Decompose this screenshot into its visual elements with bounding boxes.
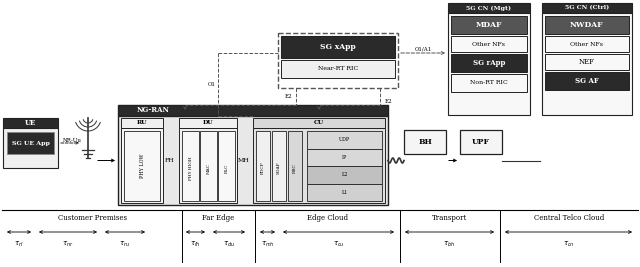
- Text: E2: E2: [284, 94, 292, 99]
- Text: $\tau_{cn}$: $\tau_{cn}$: [563, 239, 574, 249]
- Text: $\tau_{mh}$: $\tau_{mh}$: [260, 239, 275, 249]
- Bar: [272, 131, 286, 201]
- Bar: [3, 128, 58, 168]
- Bar: [118, 116, 388, 205]
- Bar: [182, 131, 199, 201]
- Text: SDAP: SDAP: [277, 162, 281, 174]
- Bar: [253, 118, 385, 128]
- Text: $\tau_{nr}$: $\tau_{nr}$: [62, 239, 74, 249]
- Text: NWDAF: NWDAF: [570, 21, 604, 29]
- Text: Non-RT RIC: Non-RT RIC: [470, 80, 508, 85]
- Text: Near-RT RIC: Near-RT RIC: [318, 66, 358, 72]
- Text: SG UE App: SG UE App: [12, 140, 49, 146]
- Bar: [307, 131, 382, 148]
- Text: 5G CN (Mgt): 5G CN (Mgt): [467, 5, 511, 11]
- Text: PHY HIGH: PHY HIGH: [189, 156, 193, 180]
- Bar: [281, 60, 395, 78]
- Bar: [307, 183, 382, 201]
- Text: CU: CU: [314, 120, 324, 125]
- Text: MAC: MAC: [207, 163, 211, 174]
- Bar: [278, 33, 398, 88]
- Bar: [3, 118, 58, 128]
- Text: $\tau_{fh}$: $\tau_{fh}$: [190, 239, 201, 249]
- Bar: [545, 54, 629, 70]
- Bar: [179, 118, 237, 128]
- Bar: [307, 148, 382, 166]
- Bar: [542, 13, 632, 115]
- Text: L2: L2: [341, 172, 348, 177]
- Text: DU: DU: [203, 120, 213, 125]
- Bar: [179, 128, 237, 203]
- Text: NG-RAN: NG-RAN: [136, 107, 170, 115]
- Text: $\tau_{rl}$: $\tau_{rl}$: [14, 239, 24, 249]
- Bar: [451, 54, 527, 72]
- Text: 5G CN (Ctrl): 5G CN (Ctrl): [565, 5, 609, 11]
- Text: RU: RU: [137, 120, 147, 125]
- Bar: [118, 105, 388, 116]
- Bar: [451, 74, 527, 92]
- Bar: [545, 16, 629, 34]
- Text: BH: BH: [418, 138, 432, 146]
- Text: Far Edge: Far Edge: [202, 214, 235, 222]
- Text: L1: L1: [341, 190, 348, 195]
- Text: Other NFs: Other NFs: [570, 41, 604, 46]
- Bar: [460, 130, 502, 154]
- Text: RLC: RLC: [225, 163, 228, 173]
- Text: Central Telco Cloud: Central Telco Cloud: [534, 214, 604, 222]
- Bar: [451, 16, 527, 34]
- Text: IP: IP: [342, 155, 347, 160]
- Bar: [121, 118, 163, 128]
- Text: MH: MH: [238, 158, 250, 163]
- Bar: [253, 128, 385, 203]
- Bar: [307, 166, 382, 183]
- Bar: [256, 131, 270, 201]
- Text: UDP: UDP: [339, 137, 350, 142]
- Bar: [7, 132, 54, 154]
- Text: PHY LOW: PHY LOW: [140, 154, 145, 178]
- Text: RRC: RRC: [293, 163, 297, 173]
- Text: FH: FH: [165, 158, 175, 163]
- Bar: [545, 36, 629, 52]
- Text: UE: UE: [25, 119, 36, 127]
- Text: Edge Cloud: Edge Cloud: [307, 214, 348, 222]
- Bar: [404, 130, 446, 154]
- Text: O1/A1: O1/A1: [414, 46, 431, 52]
- Text: SG AF: SG AF: [575, 77, 599, 85]
- Bar: [448, 13, 530, 115]
- Text: $\tau_{bh}$: $\tau_{bh}$: [444, 239, 456, 249]
- Bar: [448, 3, 530, 13]
- Text: SG rApp: SG rApp: [473, 59, 505, 67]
- Bar: [200, 131, 217, 201]
- Text: MDAF: MDAF: [476, 21, 502, 29]
- Bar: [218, 131, 235, 201]
- Bar: [124, 131, 160, 201]
- Text: NR-Uu: NR-Uu: [63, 138, 81, 143]
- Text: Transport: Transport: [433, 214, 468, 222]
- Text: PDCP: PDCP: [261, 162, 265, 174]
- Text: O1: O1: [208, 82, 216, 87]
- Text: E2: E2: [384, 99, 392, 104]
- Text: $\tau_{cu}$: $\tau_{cu}$: [333, 239, 344, 249]
- Text: UPF: UPF: [472, 138, 490, 146]
- Text: SG xApp: SG xApp: [320, 43, 356, 51]
- Bar: [121, 128, 163, 203]
- Text: Other NFs: Other NFs: [472, 41, 506, 46]
- Text: $\tau_{ru}$: $\tau_{ru}$: [120, 239, 131, 249]
- Bar: [542, 3, 632, 13]
- Bar: [288, 131, 302, 201]
- Text: $\tau_{du}$: $\tau_{du}$: [223, 239, 235, 249]
- Bar: [545, 72, 629, 90]
- Bar: [281, 36, 395, 58]
- Text: NEF: NEF: [579, 58, 595, 66]
- Text: Customer Premises: Customer Premises: [58, 214, 127, 222]
- Bar: [451, 36, 527, 52]
